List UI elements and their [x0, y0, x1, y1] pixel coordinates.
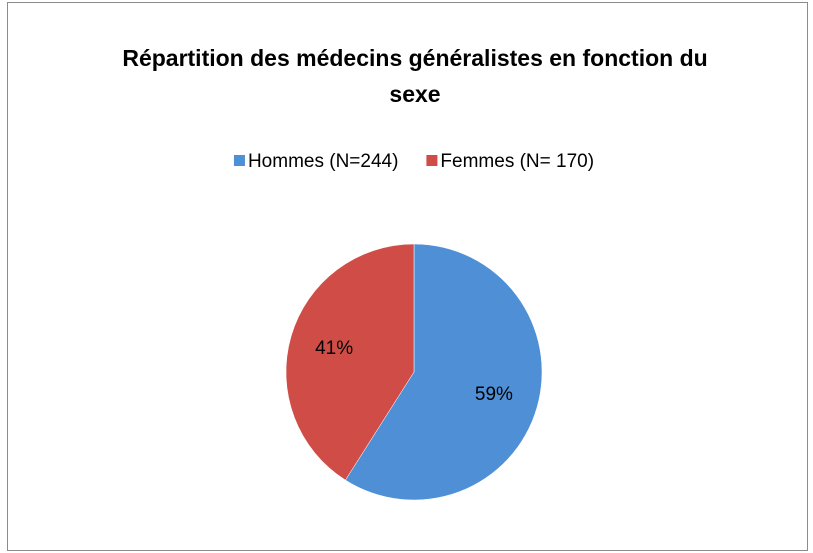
legend-swatch	[233, 155, 245, 166]
chart-title: Répartition des médecins généralistes en…	[122, 45, 708, 107]
legend-label: Hommes (N=244)	[248, 151, 398, 172]
data-label: 59%	[475, 384, 513, 405]
pie-slice	[345, 243, 543, 501]
pie-slice	[285, 243, 415, 481]
legend-label: Femmes (N= 170)	[440, 151, 594, 172]
legend-swatch	[426, 155, 438, 166]
data-label: 41%	[315, 338, 353, 359]
